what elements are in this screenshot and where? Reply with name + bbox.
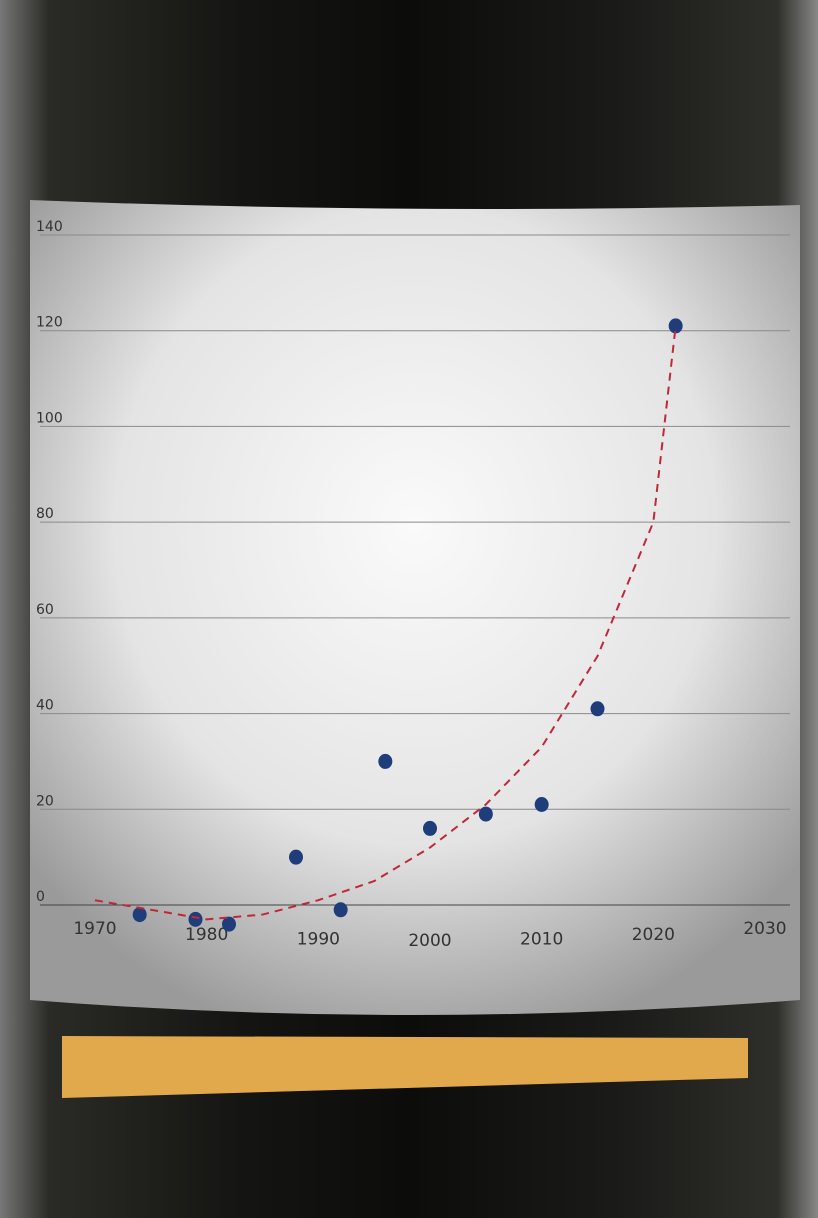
data-point bbox=[132, 907, 147, 923]
gold-band bbox=[62, 1036, 748, 1098]
data-point bbox=[333, 902, 348, 918]
data-point bbox=[534, 797, 549, 812]
y-tick-label: 140 bbox=[36, 219, 63, 235]
y-tick-label: 120 bbox=[36, 315, 63, 331]
x-tick-label: 2010 bbox=[520, 929, 563, 949]
y-tick-label: 0 bbox=[36, 889, 45, 905]
y-tick-label: 40 bbox=[36, 698, 54, 714]
y-tick-label: 80 bbox=[36, 506, 54, 522]
x-tick-label: 2030 bbox=[743, 919, 786, 939]
data-point bbox=[222, 916, 236, 932]
data-point bbox=[423, 820, 437, 836]
y-tick-label: 60 bbox=[36, 602, 54, 618]
y-tick-label: 100 bbox=[36, 410, 63, 426]
y-tick-label: 20 bbox=[36, 793, 54, 809]
data-point bbox=[590, 701, 605, 717]
x-tick-label: 2000 bbox=[408, 931, 451, 951]
label bbox=[30, 200, 800, 1015]
data-point bbox=[668, 318, 683, 334]
x-tick-label: 1990 bbox=[297, 929, 340, 949]
trend-line bbox=[94, 325, 677, 921]
data-point bbox=[188, 911, 203, 927]
x-tick-label: 1970 bbox=[73, 919, 116, 939]
data-point bbox=[378, 753, 393, 769]
x-tick-label: 2020 bbox=[632, 925, 675, 945]
data-point bbox=[478, 806, 493, 822]
plot: 0 20 40 60 80 100 120 140 1970 1980 1990 2000 2010 20… bbox=[36, 219, 790, 951]
x-tick-label: 1980 bbox=[185, 925, 228, 945]
data-point bbox=[289, 849, 303, 865]
